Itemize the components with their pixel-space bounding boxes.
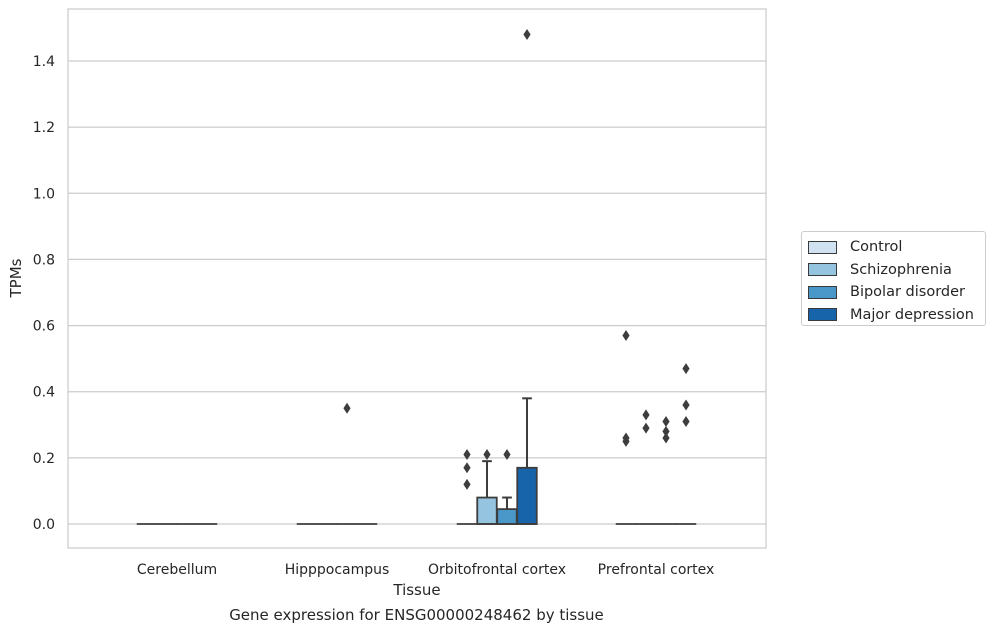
outlier-point xyxy=(343,402,351,414)
x-tick-label: Prefrontal cortex xyxy=(598,562,715,578)
legend-swatch-bipolar-disorder xyxy=(808,285,837,299)
outlier-point xyxy=(463,478,471,490)
y-tick-label: 0.2 xyxy=(33,451,55,467)
outlier-point xyxy=(662,425,670,437)
y-tick-label: 0.8 xyxy=(33,252,55,268)
outlier-point xyxy=(682,415,690,427)
outlier-point xyxy=(682,363,690,375)
outlier-point xyxy=(622,329,630,341)
outlier-point xyxy=(682,399,690,411)
box-2-3 xyxy=(655,415,677,525)
box-0-3 xyxy=(615,329,637,525)
y-tick-label: 1.0 xyxy=(33,186,55,202)
legend-label: Major depression xyxy=(850,306,974,323)
legend-swatch-major-depression xyxy=(808,308,837,322)
outlier-point xyxy=(662,415,670,427)
box-rect xyxy=(496,508,518,525)
grid-lines xyxy=(68,60,766,525)
box-2-2 xyxy=(496,449,518,525)
legend-item-control: Control xyxy=(808,236,985,259)
x-axis-ticks: Cerebellum Hipppocampus Orbitofrontal cort… xyxy=(137,562,714,578)
legend-label: Schizophrenia xyxy=(850,261,952,278)
box-2-1 xyxy=(336,402,358,525)
box-rect xyxy=(516,466,538,525)
box-3-2 xyxy=(516,29,538,525)
outlier-point xyxy=(523,29,531,41)
box-3-3 xyxy=(675,363,697,525)
x-tick-label: Orbitofrontal cortex xyxy=(428,562,566,578)
x-tick-label: Hipppocampus xyxy=(285,562,390,578)
legend-item-bipolar-disorder: Bipolar disorder xyxy=(808,281,985,304)
x-axis-label: Tissue xyxy=(392,581,440,599)
legend-label: Bipolar disorder xyxy=(850,284,965,301)
y-axis-ticks: 0.0 0.2 0.4 0.6 0.8 1.0 1.2 1.4 xyxy=(33,54,55,533)
legend-swatch-schizophrenia xyxy=(808,263,837,277)
box-1-3 xyxy=(635,409,657,525)
box-rect xyxy=(476,496,498,525)
legend-swatch-control xyxy=(808,240,837,254)
outlier-point xyxy=(622,432,630,444)
legend-item-major-depression: Major depression xyxy=(808,304,985,327)
outlier-point xyxy=(662,432,670,444)
x-tick-label: Cerebellum xyxy=(137,562,217,578)
box-groups xyxy=(136,29,697,525)
outlier-point xyxy=(642,422,650,434)
outlier-point xyxy=(483,449,491,461)
y-tick-label: 1.4 xyxy=(33,54,55,70)
legend-label: Control xyxy=(850,239,903,256)
plot-frame xyxy=(67,8,767,549)
y-tick-label: 1.2 xyxy=(33,120,55,136)
legend: Control Schizophrenia Bipolar disorder M… xyxy=(801,231,986,326)
box-1-2 xyxy=(476,449,498,525)
outlier-point xyxy=(463,449,471,461)
box-0-2 xyxy=(456,449,478,525)
figure-caption: Gene expression for ENSG00000248462 by t… xyxy=(229,606,604,624)
outlier-point xyxy=(642,409,650,421)
y-tick-label: 0.0 xyxy=(33,517,55,533)
outlier-point xyxy=(463,462,471,474)
outlier-point xyxy=(503,449,511,461)
y-tick-label: 0.4 xyxy=(33,385,55,401)
y-axis-label: TPMs xyxy=(7,258,25,298)
y-tick-label: 0.6 xyxy=(33,319,55,335)
legend-item-schizophrenia: Schizophrenia xyxy=(808,259,985,282)
